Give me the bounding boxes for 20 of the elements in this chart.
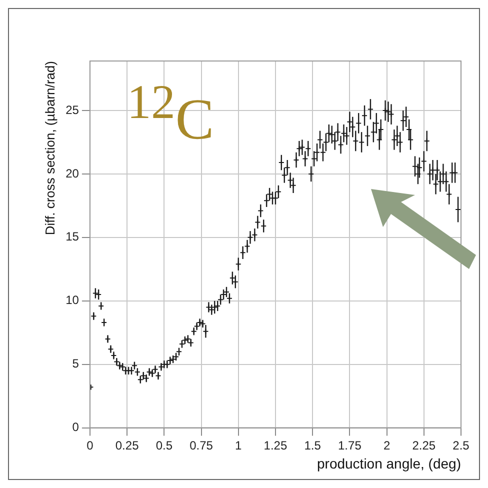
x-tick-label: 0.25 <box>115 438 140 452</box>
y-axis-title: Diff. cross section, (µbarn/rad) <box>42 61 58 236</box>
x-tick-label: 0.75 <box>190 438 214 452</box>
x-tick-label: 1.5 <box>304 438 322 452</box>
y-tick-label: 25 <box>66 102 80 117</box>
x-axis-title: production angle, (deg) <box>317 455 461 472</box>
x-tick-label: 2.25 <box>412 438 436 452</box>
x-tick-label: 2 <box>383 438 390 452</box>
x-tick-label: 1.25 <box>264 438 288 452</box>
annotation: $^{12}$C <box>127 76 214 152</box>
x-tick-label: 1 <box>235 438 242 452</box>
y-tick-label: 15 <box>66 230 80 244</box>
y-tick-label: 0 <box>72 420 80 434</box>
x-tick-label: 1.75 <box>338 438 362 452</box>
y-tick-label: 5 <box>72 356 80 371</box>
x-tick-label: 0 <box>86 438 94 452</box>
y-tick-label: 10 <box>66 293 80 308</box>
x-tick-label: 0.5 <box>156 438 173 452</box>
x-tick-label: 2.5 <box>452 438 470 452</box>
y-tick-label: 20 <box>66 166 80 180</box>
